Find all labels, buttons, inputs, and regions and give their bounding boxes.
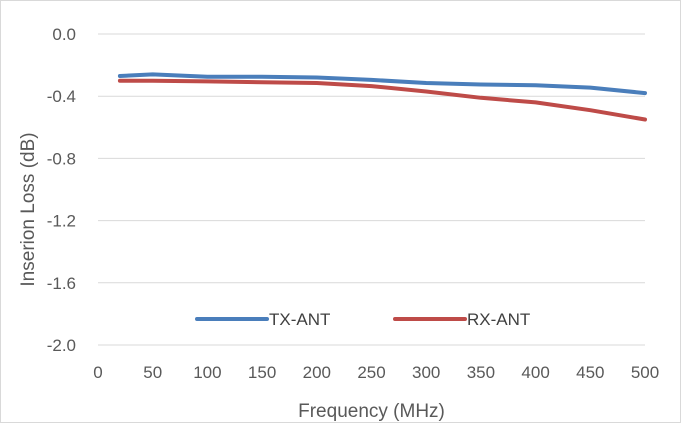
x-tick-label: 150 bbox=[248, 363, 276, 382]
y-axis-title: Inserion Loss (dB) bbox=[18, 132, 39, 286]
x-tick-label: 300 bbox=[412, 363, 440, 382]
x-tick-label: 400 bbox=[521, 363, 549, 382]
x-tick-label: 450 bbox=[576, 363, 604, 382]
legend-label-rx-ant: RX-ANT bbox=[467, 310, 530, 329]
x-tick-label: 250 bbox=[357, 363, 385, 382]
x-tick-label: 50 bbox=[143, 363, 162, 382]
x-tick-label: 200 bbox=[303, 363, 331, 382]
legend-label-tx-ant: TX-ANT bbox=[269, 310, 330, 329]
x-tick-label: 350 bbox=[467, 363, 495, 382]
series-line-rx-ant bbox=[117, 78, 647, 122]
y-tick-label: -0.4 bbox=[47, 87, 76, 106]
x-tick-label: 0 bbox=[93, 363, 102, 382]
y-tick-label: -1.2 bbox=[47, 212, 76, 231]
y-tick-label: -1.6 bbox=[47, 274, 76, 293]
x-tick-label: 100 bbox=[193, 363, 221, 382]
y-tick-label: -0.8 bbox=[47, 149, 76, 168]
y-tick-label: 0.0 bbox=[52, 25, 76, 44]
y-tick-label: -2.0 bbox=[47, 336, 76, 355]
series-line-tx-ant bbox=[117, 72, 647, 96]
x-tick-label: 500 bbox=[631, 363, 659, 382]
x-axis-title: Frequency (MHz) bbox=[298, 401, 445, 422]
